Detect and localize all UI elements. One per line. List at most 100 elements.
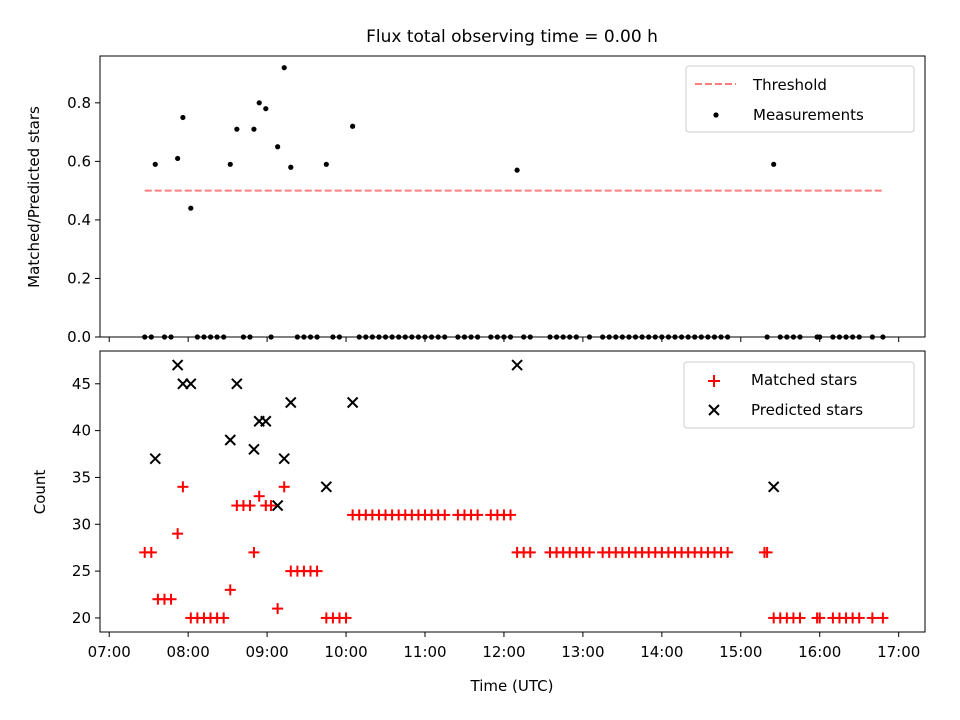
matched-star-point (853, 612, 865, 624)
measurement-point (323, 161, 329, 167)
matched-star-point (814, 612, 826, 624)
measurement-point (514, 167, 520, 173)
x-tick-label: 14:00 (640, 643, 683, 661)
top-y-tick-label: 0.6 (67, 152, 91, 170)
x-axis-label: Time (UTC) (470, 677, 554, 695)
bottom-y-tick-label: 40 (72, 422, 91, 440)
bottom-y-tick-label: 45 (72, 375, 91, 393)
measurement-point (350, 123, 356, 129)
count-panel: 20 25 30 35 40 45 07:00 08:00 09:00 10:00 11:00 12… (31, 350, 926, 695)
measurement-point (256, 100, 262, 106)
bottom-y-tick-label: 20 (72, 609, 91, 627)
legend-predicted-label: Predicted stars (751, 401, 863, 419)
measurement-point (288, 164, 294, 170)
matched-star-point (311, 565, 323, 577)
bottom-y-tick-label: 30 (72, 515, 91, 533)
bottom-legend: Matched stars Predicted stars (683, 361, 915, 429)
matched-star-point (177, 481, 189, 493)
matched-star-point (877, 612, 889, 624)
matched-star-point (218, 612, 230, 624)
predicted-star-point (171, 359, 184, 371)
matched-star-point (866, 612, 878, 624)
matched-star-point (272, 603, 284, 615)
matched-star-point (145, 546, 157, 558)
legend-measurements-label: Measurements (753, 106, 864, 124)
x-tick-label: 09:00 (245, 643, 288, 661)
chart-title: Flux total observing time = 0.00 h (366, 27, 658, 47)
measurement-point (234, 126, 240, 132)
matched-star-point (505, 509, 517, 521)
predicted-star-point (224, 434, 236, 446)
bottom-legend-box (683, 361, 915, 429)
legend-threshold-label: Threshold (752, 76, 827, 94)
top-legend: Threshold Measurements (685, 65, 915, 133)
measurement-point (180, 114, 186, 121)
matched-star-point (722, 546, 734, 558)
matched-star-point (439, 509, 451, 521)
matched-star-point (794, 612, 806, 624)
matched-star-point (265, 500, 277, 512)
matched-star-point (583, 546, 595, 558)
matched-star-point (472, 509, 484, 521)
predicted-star-point (767, 481, 780, 493)
matched-star-point (224, 584, 236, 596)
matched-star-point (340, 612, 352, 624)
top-y-axis: 0.0 0.2 0.4 0.6 0.8 (67, 94, 100, 346)
bottom-y-tick-label: 25 (72, 562, 91, 580)
predicted-star-point (320, 481, 333, 493)
predicted-star-point (149, 453, 161, 465)
predicted-star-point (248, 443, 260, 456)
matched-stars-points (139, 481, 889, 624)
predicted-star-point (185, 378, 197, 390)
bottom-y-tick-label: 35 (72, 468, 91, 486)
measurement-point (771, 161, 777, 167)
measurement-point (281, 65, 287, 71)
predicted-star-point (231, 378, 243, 390)
matched-star-point (253, 490, 265, 502)
matched-star-point (761, 546, 773, 558)
matched-star-point (172, 528, 184, 540)
predicted-stars-points (149, 359, 780, 512)
matched-star-point (524, 546, 536, 558)
predicted-star-point (285, 396, 297, 409)
matched-star-point (278, 481, 290, 493)
measurement-point (275, 144, 281, 150)
matched-star-point (248, 546, 260, 558)
matched-star-point (165, 593, 177, 605)
x-tick-label: 13:00 (561, 643, 604, 661)
legend-matched-swatch (708, 375, 720, 387)
predicted-star-point (511, 359, 523, 371)
top-axes-frame (99, 55, 926, 338)
measurement-point (227, 161, 233, 167)
x-tick-label: 17:00 (877, 643, 920, 661)
bottom-x-axis: 07:00 08:00 09:00 10:00 11:00 12:00 13:00 14:00… (88, 632, 920, 661)
measurement-point (175, 155, 181, 162)
x-tick-label: 07:00 (88, 643, 131, 661)
legend-measurements-swatch (713, 112, 719, 118)
measurement-point (152, 161, 158, 167)
top-y-axis-label: Matched/Predicted stars (25, 106, 43, 288)
top-y-tick-label: 0.0 (67, 328, 91, 346)
measurement-point (251, 126, 257, 132)
top-y-tick-label: 0.4 (67, 211, 91, 229)
ratio-panel: 0.00.20.40.60.8 Matched/Predicted stars … (25, 55, 926, 346)
measurement-point (188, 205, 194, 211)
x-tick-label: 12:00 (482, 643, 525, 661)
legend-predicted-swatch (708, 404, 720, 416)
top-y-tick-label: 0.2 (67, 269, 91, 287)
x-tick-label: 10:00 (324, 643, 367, 661)
x-tick-label: 16:00 (798, 643, 841, 661)
legend-matched-label: Matched stars (751, 371, 857, 389)
predicted-star-point (260, 415, 272, 427)
matched-star-point (244, 500, 256, 512)
x-tick-label: 08:00 (167, 643, 210, 661)
x-tick-label: 11:00 (403, 643, 446, 661)
bottom-y-axis: 20 25 30 35 40 45 (72, 375, 100, 627)
top-legend-box (685, 65, 915, 133)
bottom-axes-frame (99, 350, 926, 633)
predicted-star-point (271, 499, 284, 512)
bottom-y-axis-label: Count (31, 470, 49, 515)
top-y-tick-label: 0.8 (67, 94, 91, 112)
predicted-star-point (278, 453, 290, 465)
